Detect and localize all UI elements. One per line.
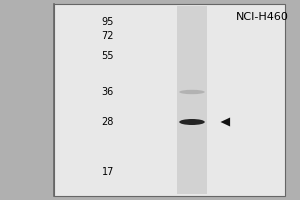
- Text: 28: 28: [102, 117, 114, 127]
- Bar: [177, 6, 207, 194]
- Text: 17: 17: [102, 167, 114, 177]
- Bar: [54, 4, 285, 196]
- Ellipse shape: [179, 90, 205, 94]
- Text: 55: 55: [101, 51, 114, 61]
- Text: 72: 72: [101, 31, 114, 41]
- Text: NCI-H460: NCI-H460: [236, 12, 289, 22]
- Text: 95: 95: [102, 17, 114, 27]
- Polygon shape: [220, 117, 230, 127]
- Text: 36: 36: [102, 87, 114, 97]
- Ellipse shape: [179, 119, 205, 125]
